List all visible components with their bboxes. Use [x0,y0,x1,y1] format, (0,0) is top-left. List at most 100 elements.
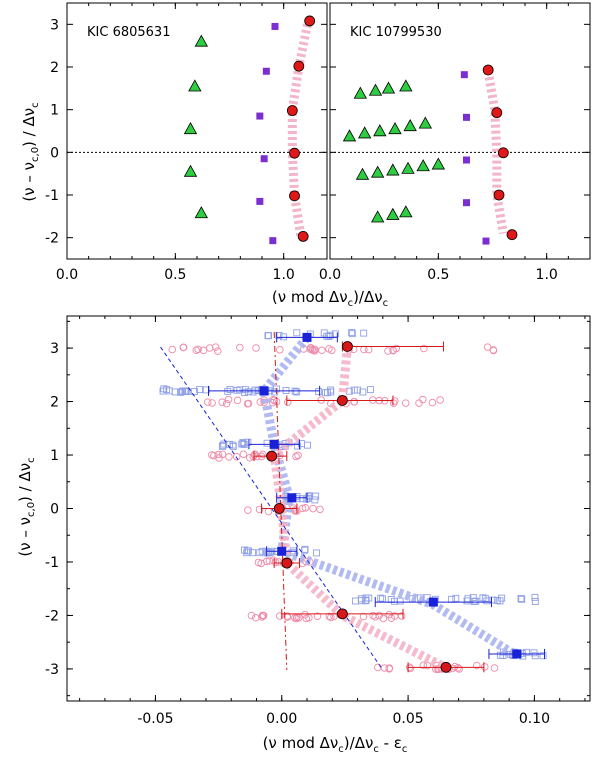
red-open-circle [276,346,284,354]
red-open-circle [283,612,292,620]
x-tick-label: 1.0 [536,267,558,283]
red-open-circle [317,396,325,404]
red-open-circle [218,398,226,406]
square-point [271,22,279,30]
blue-mean-square [277,546,287,556]
red-mean-circle [266,450,278,462]
x-tick-label: 0.10 [519,711,550,727]
triangle-point [401,161,415,174]
red-open-circle [302,614,311,623]
y-tick-label: 3 [50,17,59,33]
blue-open-square [240,440,248,448]
star-label: KIC 10799530 [350,25,442,40]
red-open-circle [420,344,428,353]
top-y-axis-title: (ν – νc,0) / Δνc [20,102,41,201]
triangle-point [418,116,433,129]
triangle-point [370,165,385,178]
red-open-circle [306,343,315,352]
triangle-point [183,164,198,177]
red-open-circle [257,559,265,568]
red-open-circle [199,346,208,355]
triangle-point [370,210,385,223]
y-tick-label: 0 [50,502,59,518]
red-open-circle [271,558,280,567]
blue-open-square [264,332,272,340]
y-tick-label: -2 [45,231,59,247]
red-open-circle [318,346,326,355]
red-open-circle [294,451,302,460]
y-tick-label: 2 [50,60,59,76]
blue-open-square [304,441,311,449]
red-open-circle [214,450,223,459]
red-open-circle [328,346,336,355]
x-tick-label: 0.00 [266,711,297,727]
red-open-circle [401,399,410,407]
red-open-circle [359,612,368,621]
blue-open-square [360,329,368,337]
blue-open-square [472,597,480,605]
bottom-y-axis-title: (ν – νc,0) / Δνc [16,457,37,556]
blue-open-square [226,386,234,393]
red-open-circle [243,399,252,408]
circle-point [286,105,298,116]
blue-open-square [302,495,310,503]
red-mean-circle [440,661,452,673]
red-open-circle [419,661,428,670]
blue-open-square [522,648,530,656]
triangle-point [355,167,370,180]
red-open-circle [436,396,444,404]
red-open-circle [222,399,231,408]
triangle-point [353,86,368,99]
triangle-point [431,157,446,170]
red-mean-circle [281,557,293,569]
y-tick-label: -1 [45,555,59,571]
blue-open-square [332,330,339,338]
triangle-point [386,163,400,176]
red-open-circle [301,504,310,512]
blue-open-square [530,649,538,657]
red-open-circle [313,612,322,621]
y-tick-label: 1 [50,103,59,119]
blue-open-square [275,332,283,339]
triangle-point [373,124,387,137]
red-open-circle [233,396,242,405]
blue-open-square [280,333,287,341]
blue-open-square [218,442,226,450]
panel-bottom: -0.05 0.00 0.05 0.10 3 2 1 0 -1 -2 -3 [45,315,591,727]
red-open-circle [350,397,359,406]
triangle-point [357,126,372,139]
blue-open-square [220,440,228,448]
blue-mean-square [428,597,438,607]
triangle-point [399,79,413,92]
blue-open-square [324,389,331,397]
red-open-circle [251,450,259,458]
square-point [269,237,277,245]
red-open-circle [247,611,256,620]
red-open-circle [309,504,317,513]
circle-point [297,230,309,242]
red-open-circle [255,505,264,514]
x-tick-label: -0.05 [137,711,173,727]
plot-frame [329,2,591,260]
blue-open-square [160,385,168,393]
blue-open-square [539,652,547,660]
blue-open-square [239,439,247,447]
blue-open-square [481,595,489,602]
blue-open-square [517,595,525,602]
blue-open-square [294,442,302,450]
red-open-circle [239,450,248,459]
blue-open-square [496,651,504,659]
red-open-circle [316,505,324,514]
red-open-circle [249,452,257,461]
x-tick-label: 0.5 [427,267,449,283]
triangle-point [368,83,383,96]
y-tick-label: 1 [50,448,59,464]
triangle-point [188,79,202,92]
blue-open-square [179,387,187,395]
square-point [260,155,268,163]
y-tick-label: 2 [50,395,59,411]
triangle-point [386,207,400,220]
circle-point [506,229,518,241]
blue-open-square [348,330,356,338]
red-open-circle [179,343,188,352]
